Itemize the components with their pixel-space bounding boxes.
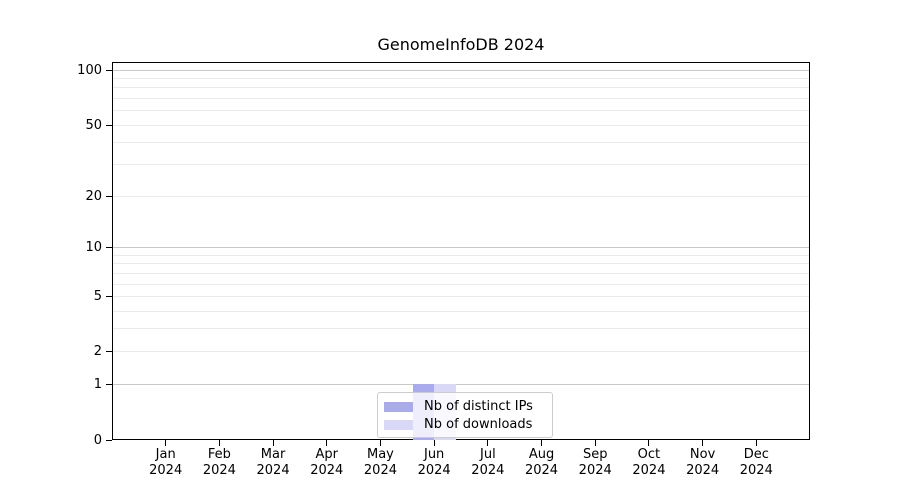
y-tick-label: 50 bbox=[85, 117, 102, 133]
y-gridline-minor bbox=[113, 195, 809, 197]
legend: Nb of distinct IPs Nb of downloads bbox=[377, 392, 553, 438]
x-tick bbox=[326, 440, 328, 446]
y-tick bbox=[106, 439, 112, 441]
y-tick bbox=[106, 124, 112, 126]
y-gridline-minor bbox=[113, 351, 809, 353]
y-tick bbox=[106, 195, 112, 197]
x-tick bbox=[165, 440, 167, 446]
y-gridline-minor bbox=[113, 78, 809, 80]
x-tick bbox=[487, 440, 489, 446]
y-gridline-major bbox=[113, 69, 809, 71]
x-tick bbox=[648, 440, 650, 446]
legend-label-downloads: Nb of downloads bbox=[424, 417, 533, 432]
y-gridline-minor bbox=[113, 328, 809, 330]
x-tick bbox=[702, 440, 704, 446]
y-gridline-major bbox=[113, 247, 809, 249]
y-tick bbox=[106, 295, 112, 297]
y-tick bbox=[106, 383, 112, 385]
y-gridline-minor bbox=[113, 110, 809, 112]
y-tick-label: 100 bbox=[77, 62, 102, 78]
x-tick-label: Sep 2024 bbox=[578, 447, 612, 478]
y-tick-label: 5 bbox=[93, 288, 102, 304]
y-gridline-major bbox=[113, 383, 809, 385]
y-tick bbox=[106, 351, 112, 353]
y-gridline-minor bbox=[113, 295, 809, 297]
x-tick bbox=[594, 440, 596, 446]
chart-title: GenomeInfoDB 2024 bbox=[377, 35, 545, 54]
y-gridline-minor bbox=[113, 263, 809, 265]
legend-swatch-distinct-ips-icon bbox=[384, 402, 413, 412]
x-tick bbox=[755, 440, 757, 446]
y-gridline-minor bbox=[113, 164, 809, 166]
x-tick-label: Nov 2024 bbox=[686, 447, 720, 478]
x-tick-label: Oct 2024 bbox=[632, 447, 666, 478]
y-gridline-minor bbox=[113, 124, 809, 126]
y-gridline-minor bbox=[113, 283, 809, 285]
x-tick-label: Dec 2024 bbox=[739, 447, 773, 478]
x-tick-label: Feb 2024 bbox=[202, 447, 236, 478]
y-gridline-minor bbox=[113, 142, 809, 143]
y-gridline-minor bbox=[113, 87, 809, 89]
y-tick-label: 10 bbox=[85, 240, 102, 256]
y-tick-label: 2 bbox=[93, 344, 102, 360]
x-tick-label: Jan 2024 bbox=[149, 447, 183, 478]
legend-label-distinct-ips: Nb of distinct IPs bbox=[424, 399, 533, 414]
legend-item-downloads: Nb of downloads bbox=[384, 416, 546, 434]
legend-swatch-downloads-icon bbox=[384, 420, 413, 430]
y-tick bbox=[106, 247, 112, 249]
y-tick-label: 1 bbox=[93, 376, 102, 392]
x-tick-label: Apr 2024 bbox=[310, 447, 344, 478]
y-gridline-minor bbox=[113, 310, 809, 312]
legend-item-distinct-ips: Nb of distinct IPs bbox=[384, 398, 546, 416]
y-gridline-minor bbox=[113, 272, 809, 274]
x-tick-label: Mar 2024 bbox=[256, 447, 290, 478]
x-tick bbox=[272, 440, 274, 446]
y-gridline-minor bbox=[113, 98, 809, 100]
x-tick bbox=[218, 440, 220, 446]
x-tick-label: May 2024 bbox=[363, 447, 397, 478]
x-tick bbox=[541, 440, 543, 446]
x-tick bbox=[433, 440, 435, 446]
x-tick-label: Jun 2024 bbox=[417, 447, 451, 478]
y-tick-label: 0 bbox=[93, 432, 102, 448]
x-tick bbox=[379, 440, 381, 446]
x-tick-label: Aug 2024 bbox=[524, 447, 559, 478]
y-tick-label: 20 bbox=[85, 188, 102, 204]
y-gridline-minor bbox=[113, 255, 809, 257]
x-tick-label: Jul 2024 bbox=[471, 447, 505, 478]
y-tick bbox=[106, 69, 112, 71]
